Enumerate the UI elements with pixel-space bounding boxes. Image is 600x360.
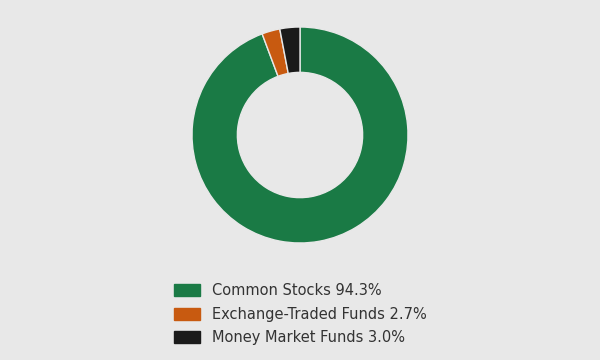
Wedge shape bbox=[262, 29, 288, 76]
Wedge shape bbox=[280, 27, 300, 73]
Wedge shape bbox=[192, 27, 408, 243]
Legend: Common Stocks 94.3%, Exchange-Traded Funds 2.7%, Money Market Funds 3.0%: Common Stocks 94.3%, Exchange-Traded Fun… bbox=[166, 276, 434, 353]
